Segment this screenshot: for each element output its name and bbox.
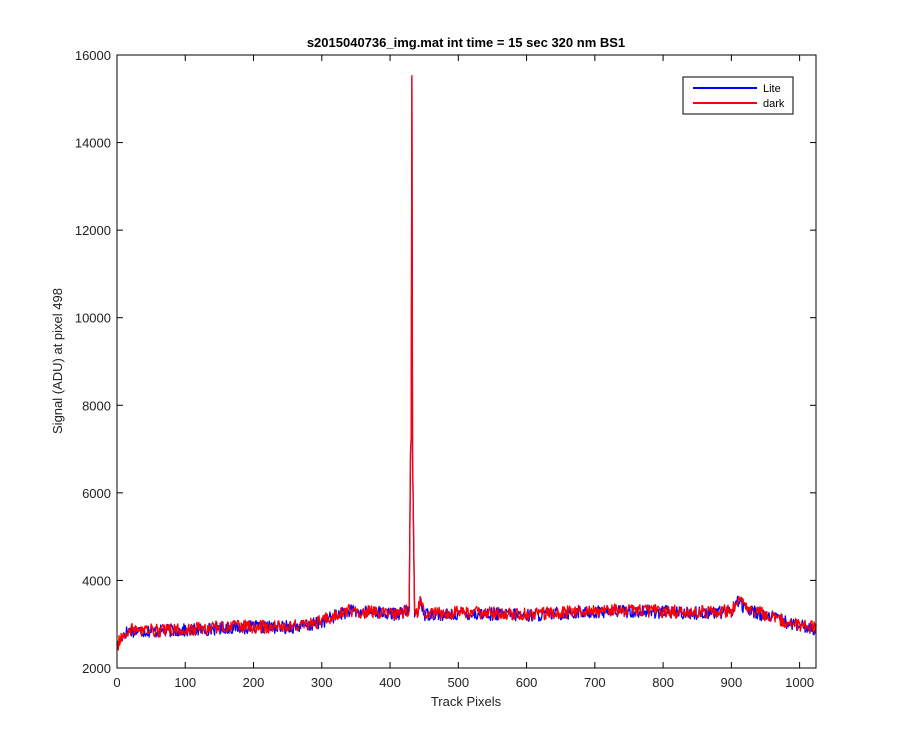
x-tick-label: 700 (584, 675, 606, 690)
y-tick-label: 12000 (75, 223, 111, 238)
x-tick-label: 800 (652, 675, 674, 690)
y-tick-label: 6000 (82, 486, 111, 501)
y-axis-ticks: 2000 4000 6000 8000 10000 12000 14000 16000 (75, 48, 816, 676)
axes-box (116, 54, 817, 669)
y-tick-label: 2000 (82, 661, 111, 676)
y-tick-label: 4000 (82, 573, 111, 588)
legend-box (682, 76, 794, 115)
x-tick-label: 200 (243, 675, 265, 690)
y-axis-label: Signal (ADU) at pixel 498 (50, 288, 65, 434)
x-tick-label: 900 (721, 675, 743, 690)
x-tick-label: 600 (516, 675, 538, 690)
x-tick-label: 0 (113, 675, 120, 690)
x-tick-label: 100 (174, 675, 196, 690)
legend-label-dark: dark (763, 98, 785, 110)
y-tick-label: 10000 (75, 311, 111, 326)
x-tick-label: 400 (379, 675, 401, 690)
x-tick-label: 1000 (785, 675, 814, 690)
x-tick-label: 500 (447, 675, 469, 690)
x-axis-ticks: 0 100 200 300 400 500 600 700 800 900 1000 (113, 55, 814, 690)
x-tick-label: 300 (311, 675, 333, 690)
legend: Lite dark (682, 76, 794, 115)
series-line-dark (116, 74, 817, 651)
chart-title: s2015040736_img.mat int time = 15 sec 32… (307, 35, 625, 50)
y-tick-label: 14000 (75, 136, 111, 151)
y-tick-label: 16000 (75, 48, 111, 63)
x-axis-label: Track Pixels (431, 694, 502, 709)
plot-area (117, 55, 816, 668)
legend-label-lite: Lite (763, 83, 781, 95)
y-tick-label: 8000 (82, 398, 111, 413)
series-layer (116, 74, 817, 651)
